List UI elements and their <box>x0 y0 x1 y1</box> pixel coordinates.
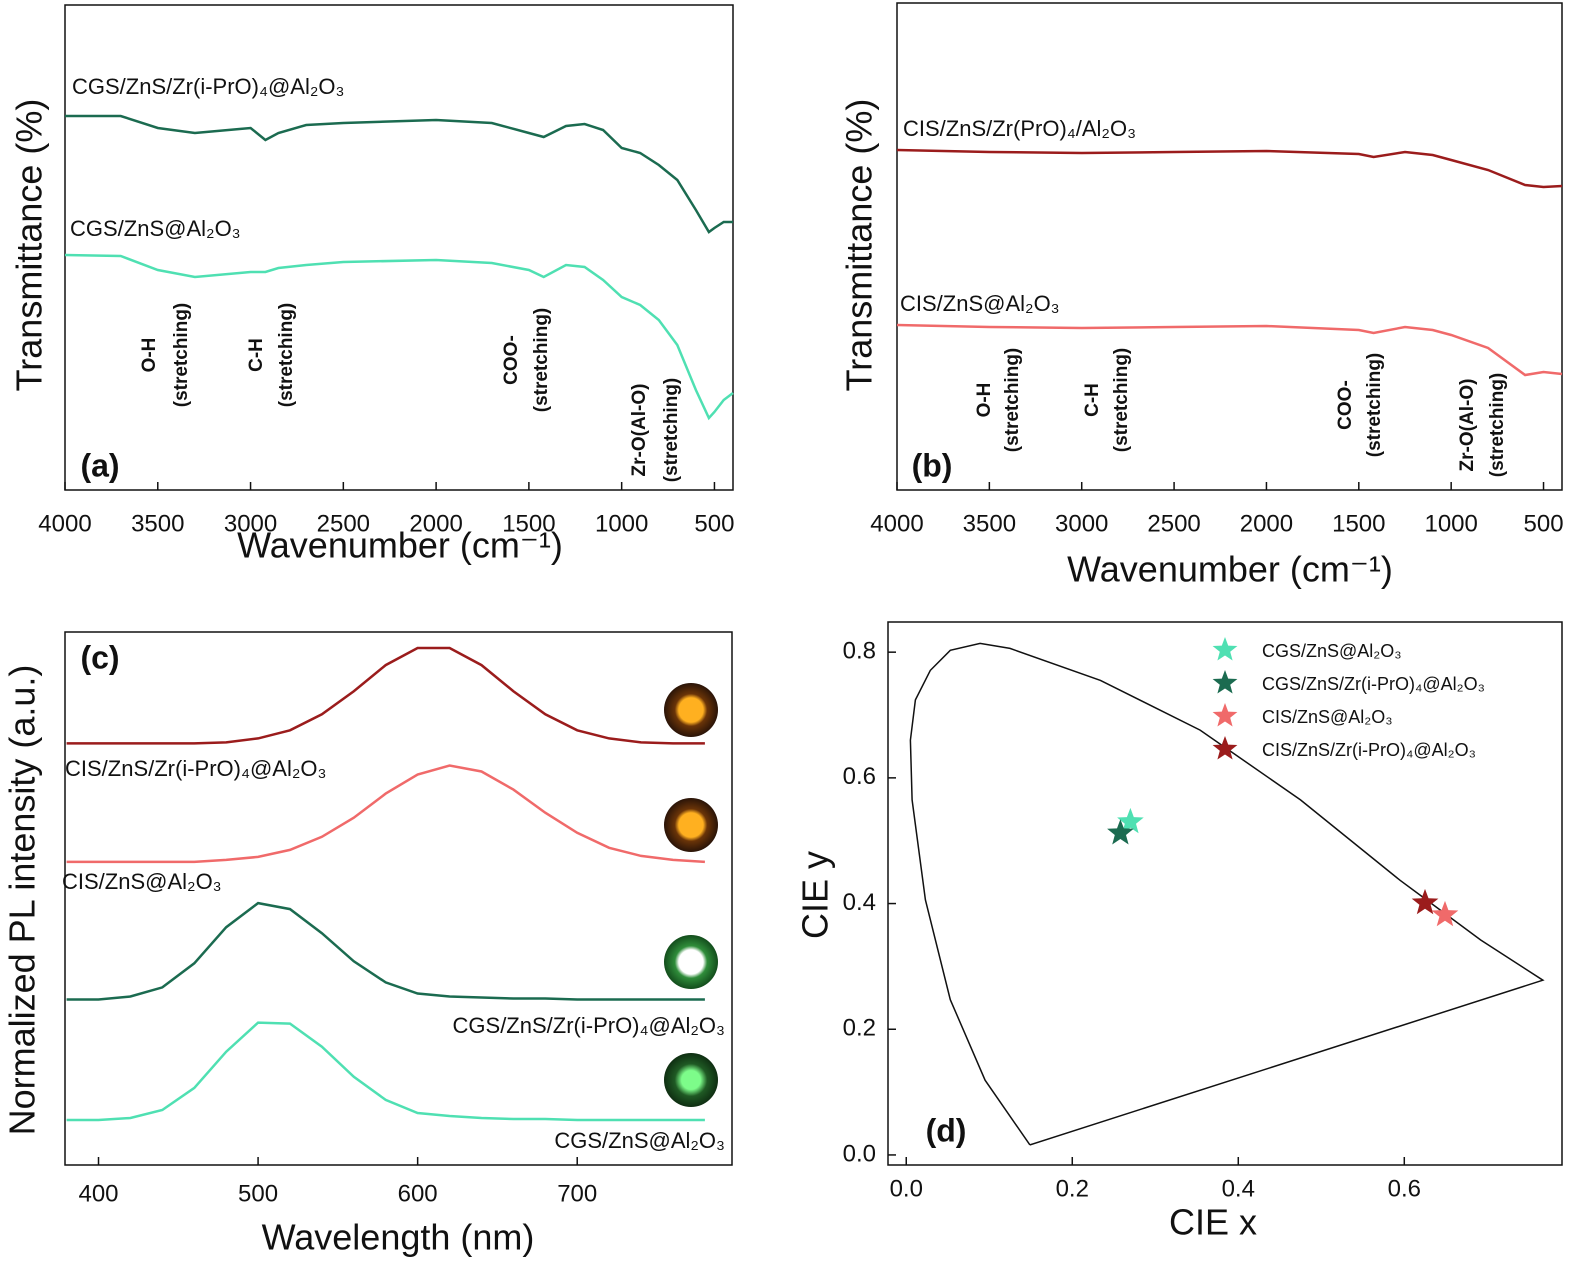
band-annotation: C-H <box>1082 383 1103 417</box>
sample-photo <box>664 1053 718 1107</box>
band-annotation: Zr-O(Al-O) <box>1457 379 1478 472</box>
x-tick-label: 1000 <box>595 510 648 537</box>
y-tick-label: 0.4 <box>843 889 876 916</box>
spectrum-line <box>66 901 705 1001</box>
y-tick-label: 0.6 <box>843 763 876 790</box>
series-label: CGS/ZnS/Zr(i-PrO)₄@Al₂O₃ <box>72 74 344 99</box>
band-annotation: COO- <box>1335 380 1356 430</box>
spectrum-line <box>896 148 1563 189</box>
panel-label: (b) <box>912 447 953 483</box>
x-tick-label: 0.2 <box>1056 1175 1089 1202</box>
band-annotation: (stretching) <box>531 308 552 413</box>
cie-point <box>1107 819 1134 845</box>
x-tick-label: 2000 <box>409 510 462 537</box>
plot-frame <box>64 4 734 491</box>
series-label: CGS/ZnS/Zr(i-PrO)₄@Al₂O₃ <box>453 1013 725 1038</box>
y-tick-label: 0.2 <box>843 1015 876 1042</box>
x-tick-label: 500 <box>1524 510 1564 537</box>
x-tick-label: 3500 <box>963 510 1016 537</box>
cie-point <box>1431 900 1459 927</box>
series-label: CIS/ZnS/Zr(i-PrO)₄@Al₂O₃ <box>65 756 326 781</box>
legend-label: CIS/ZnS/Zr(i-PrO)₄@Al₂O₃ <box>1262 740 1476 760</box>
series-label: CGS/ZnS@Al₂O₃ <box>70 216 241 241</box>
spectrum-line <box>64 253 734 421</box>
sample-photo <box>664 935 718 989</box>
x-axis-title: Wavelength (nm) <box>262 1217 535 1258</box>
x-tick-label: 0.6 <box>1388 1175 1421 1202</box>
spectrum-line <box>66 1021 705 1122</box>
plot-frame <box>896 2 1563 491</box>
sample-photo <box>664 683 718 737</box>
x-tick-label: 3000 <box>1055 510 1108 537</box>
band-annotation: (stretching) <box>1111 348 1132 453</box>
x-tick-label: 400 <box>78 1180 118 1207</box>
legend-swatch <box>1212 670 1238 694</box>
cie-point <box>1117 807 1144 834</box>
y-tick-label: 0.8 <box>843 638 876 665</box>
panel-label: (d) <box>926 1112 967 1148</box>
legend-swatch <box>1212 637 1238 661</box>
spectrum-line <box>66 764 705 864</box>
x-tick-label: 0.0 <box>890 1175 923 1202</box>
legend-label: CGS/ZnS/Zr(i-PrO)₄@Al₂O₃ <box>1262 674 1485 694</box>
band-annotation: (stretching) <box>1487 373 1508 478</box>
legend-label: CIS/ZnS@Al₂O₃ <box>1262 707 1393 727</box>
x-tick-label: 600 <box>398 1180 438 1207</box>
series-label: CGS/ZnS@Al₂O₃ <box>554 1128 725 1153</box>
x-tick-label: 2500 <box>317 510 370 537</box>
x-tick-label: 2000 <box>1240 510 1293 537</box>
y-axis-title: Transmittance (%) <box>9 99 50 392</box>
x-tick-label: 2500 <box>1147 510 1200 537</box>
sample-photos <box>664 683 718 1107</box>
x-tick-label: 0.4 <box>1222 1175 1255 1202</box>
band-annotation: Zr-O(Al-O) <box>629 384 650 477</box>
cie-point <box>1411 888 1439 915</box>
x-axis-title: Wavenumber (cm⁻¹) <box>237 525 563 566</box>
spectrum-line <box>65 114 733 234</box>
x-tick-label: 500 <box>238 1180 278 1207</box>
spectral-locus <box>909 642 1545 1146</box>
x-tick-label: 4000 <box>38 510 91 537</box>
y-axis-title: Transmittance (%) <box>839 99 880 392</box>
x-tick-label: 3000 <box>224 510 277 537</box>
sample-photo <box>664 798 718 852</box>
plot-frame <box>887 621 1563 1166</box>
legend-swatch <box>1212 736 1238 760</box>
spectrum-line <box>66 646 705 745</box>
band-annotation: O-H <box>974 383 995 418</box>
x-tick-label: 1000 <box>1424 510 1477 537</box>
band-annotation: C-H <box>246 338 267 372</box>
legend-label: CGS/ZnS@Al₂O₃ <box>1262 641 1402 661</box>
x-tick-label: 500 <box>694 510 734 537</box>
x-axis-title: CIE x <box>1169 1202 1257 1243</box>
x-tick-label: 3500 <box>131 510 184 537</box>
band-annotation: O-H <box>139 338 160 373</box>
x-tick-label: 4000 <box>870 510 923 537</box>
x-tick-label: 1500 <box>1332 510 1385 537</box>
panel-label: (c) <box>80 639 119 675</box>
band-annotation: (stretching) <box>171 303 192 408</box>
x-axis-title: Wavenumber (cm⁻¹) <box>1067 549 1393 590</box>
y-tick-label: 0.0 <box>843 1140 876 1167</box>
x-tick-label: 1500 <box>502 510 555 537</box>
series-label: CIS/ZnS/Zr(PrO)₄/Al₂O₃ <box>903 116 1136 141</box>
x-tick-label: 700 <box>557 1180 597 1207</box>
legend-swatch <box>1212 703 1238 727</box>
band-annotation: (stretching) <box>276 303 297 408</box>
y-axis-title: CIE y <box>795 851 836 939</box>
y-axis-title: Normalized PL intensity (a.u.) <box>2 665 43 1136</box>
band-annotation: COO- <box>501 335 522 385</box>
series-label: CIS/ZnS@Al₂O₃ <box>62 869 222 894</box>
series-label: CIS/ZnS@Al₂O₃ <box>900 291 1060 316</box>
plot-frame <box>64 631 733 1166</box>
panel-label: (a) <box>80 447 119 483</box>
band-annotation: (stretching) <box>1002 348 1023 453</box>
band-annotation: (stretching) <box>1364 353 1385 458</box>
band-annotation: (stretching) <box>661 378 682 483</box>
spectrum-line <box>896 323 1563 377</box>
